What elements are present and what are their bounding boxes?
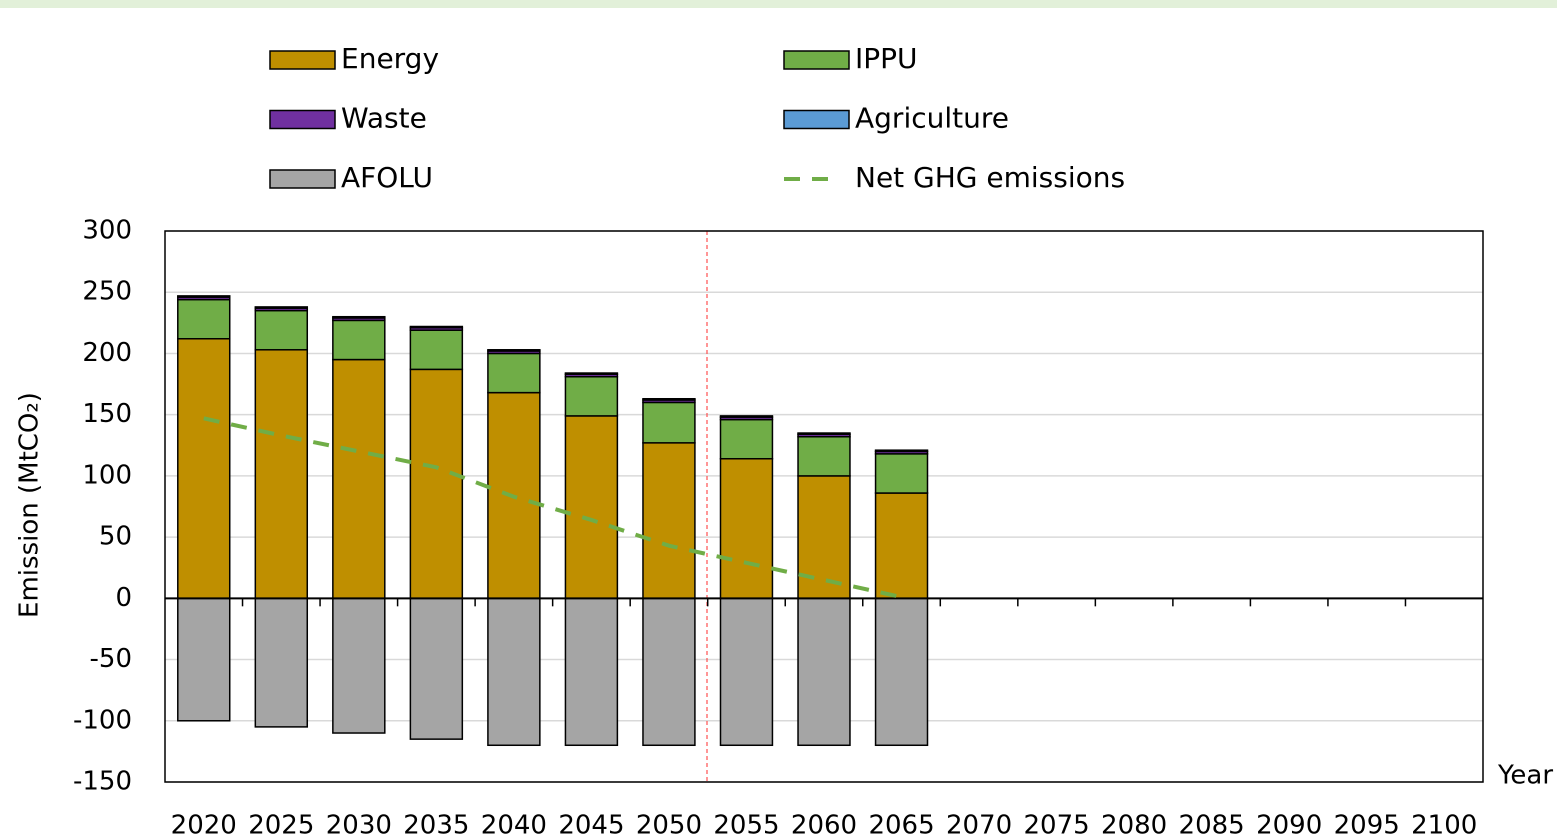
bar-segment — [642, 401, 696, 444]
bar-segment — [874, 449, 929, 453]
y-axis-label: Emission (MtCO₂) — [15, 392, 45, 618]
legend-label: AFOLU — [341, 161, 433, 194]
bar-segment — [332, 597, 386, 734]
x-tick-label: 2020 — [171, 811, 237, 838]
legend-swatch — [269, 109, 336, 130]
bar-segment — [409, 329, 464, 371]
plot-border — [164, 230, 1484, 783]
bar-segment — [797, 475, 851, 600]
bar-segment — [487, 349, 541, 352]
x-tick-label: 2090 — [1256, 811, 1322, 838]
bar-segment — [874, 453, 929, 494]
x-tick-label: 2065 — [868, 811, 934, 838]
legend-swatch — [783, 50, 850, 70]
x-tick-label: 2055 — [713, 811, 779, 838]
top-strip — [0, 0, 1557, 8]
y-tick-label: 250 — [82, 277, 132, 307]
bar-segment — [409, 325, 464, 329]
legend-label: Net GHG emissions — [855, 161, 1125, 194]
bar-segment — [719, 457, 774, 600]
bar-segment — [254, 597, 309, 728]
y-tick-label: 150 — [82, 399, 132, 429]
legend-swatch — [269, 169, 336, 189]
x-tick-label: 2095 — [1334, 811, 1400, 838]
y-tick-label: -100 — [73, 705, 132, 735]
x-tick-label: 2075 — [1024, 811, 1090, 838]
bar-segment — [409, 368, 464, 600]
legend-label: Energy — [341, 42, 439, 75]
bar-segment — [797, 597, 851, 747]
legend-swatch — [269, 50, 336, 70]
bar-segment — [487, 352, 541, 394]
y-tick-label: -50 — [90, 644, 132, 674]
legend-label: IPPU — [855, 42, 918, 75]
bar-segment — [564, 415, 619, 600]
bar-segment — [177, 298, 231, 340]
x-tick-label: 2100 — [1411, 811, 1477, 838]
x-axis-label: Year — [1497, 761, 1553, 791]
bar-segment — [564, 597, 619, 747]
x-tick-label: 2085 — [1179, 811, 1245, 838]
bar-segment — [797, 432, 851, 436]
bar-segment — [719, 415, 774, 418]
bar-segment — [177, 295, 231, 298]
bar-segment — [177, 597, 231, 722]
bar-segment — [642, 442, 696, 600]
bar-segment — [642, 397, 696, 401]
bar-segment — [177, 338, 231, 600]
y-tick-label: 50 — [99, 522, 132, 552]
legend-label: Agriculture — [855, 102, 1009, 135]
legend: Energy IPPU Waste Agriculture AFOLU Net GHG e… — [269, 42, 1125, 194]
bar-segment — [487, 597, 541, 747]
bar-segment — [254, 306, 309, 309]
y-tick-label: -150 — [73, 767, 132, 797]
bar-segment — [332, 315, 386, 319]
bar-segment — [332, 358, 386, 600]
x-tick-label: 2060 — [791, 811, 857, 838]
bar-segment — [254, 349, 309, 600]
legend-swatch — [783, 109, 850, 130]
legend-label: Waste — [341, 102, 427, 135]
x-tick-label: 2040 — [481, 811, 547, 838]
x-tick-label: 2025 — [248, 811, 314, 838]
y-tick-label: 0 — [115, 583, 132, 613]
bar-segment — [874, 492, 929, 600]
net-line — [203, 416, 902, 600]
bar-segment — [564, 372, 619, 376]
bar-segment — [874, 597, 929, 747]
bar-segment — [254, 309, 309, 351]
x-tick-label: 2080 — [1101, 811, 1167, 838]
x-tick-label: 2050 — [636, 811, 702, 838]
y-tick-label: 100 — [82, 460, 132, 490]
x-tick-label: 2030 — [326, 811, 392, 838]
bar-segment — [719, 418, 774, 460]
y-tick-label: 300 — [82, 216, 132, 246]
bar-segment — [719, 597, 774, 747]
x-tick-label: 2035 — [403, 811, 469, 838]
bar-segment — [332, 319, 386, 361]
x-tick-label: 2070 — [946, 811, 1012, 838]
bar-segment — [642, 597, 696, 747]
bar-segment — [797, 435, 851, 477]
x-tick-label: 2045 — [558, 811, 624, 838]
y-tick-label: 200 — [82, 338, 132, 368]
bar-segment — [564, 375, 619, 417]
bar-segment — [409, 597, 464, 740]
